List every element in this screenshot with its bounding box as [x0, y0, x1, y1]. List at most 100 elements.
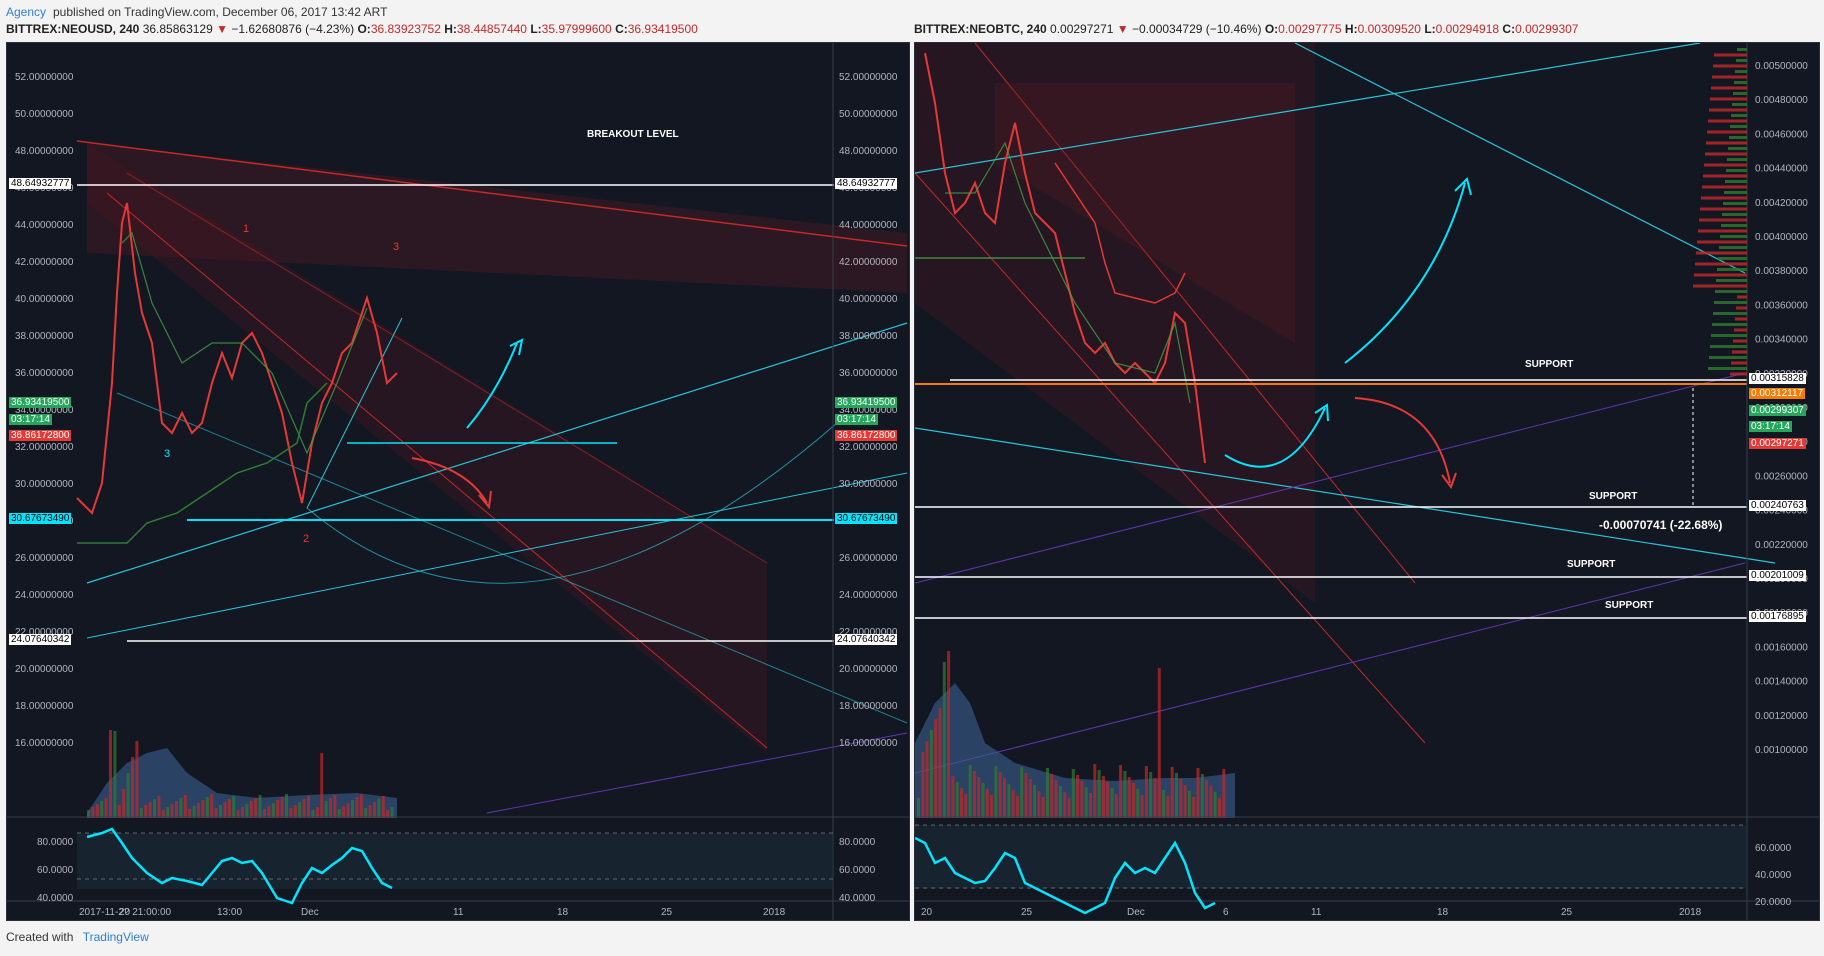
profile-bar [1709, 108, 1747, 112]
volume-bar [355, 797, 359, 818]
price-tick-right: 44.00000000 [839, 220, 898, 231]
hline-price-badge: 0.00240763 [1749, 500, 1806, 511]
volume-bar [285, 794, 288, 818]
measure-label: -0.00070741 (-22.68%) [1599, 518, 1723, 532]
volume-bar [100, 801, 104, 818]
profile-bar [1703, 174, 1747, 178]
volume-bar [192, 806, 196, 818]
profile-bar [1731, 114, 1747, 117]
price-badge: 03:17:14 [835, 414, 878, 425]
support-label-4: SUPPORT [1605, 600, 1654, 611]
lower-trend-line [915, 427, 1776, 564]
volume-bar [1097, 770, 1101, 818]
price-badge: 0.00299307 [1749, 405, 1806, 416]
descending-trend-line [1294, 43, 1746, 274]
volume-bar [994, 766, 998, 818]
price-tick: 0.00380000 [1755, 266, 1808, 277]
right-open: 0.00297775 [1278, 22, 1342, 36]
price-badge: 36.86172800 [835, 430, 898, 441]
volume-bar [113, 731, 117, 818]
right-chart-panel[interactable]: 0.00500000 0.00480000 0.00460000 0.00440000… [914, 42, 1820, 921]
breakout-level-label: BREAKOUT LEVEL [587, 129, 679, 140]
volume-bar [329, 798, 332, 818]
hline-price-badge: 24.07640342 [835, 634, 898, 645]
volume-bar [298, 802, 302, 818]
volume-bar [386, 810, 390, 818]
volume-bar [1106, 782, 1110, 818]
volume-bar [1058, 786, 1062, 818]
volume-area [87, 748, 397, 818]
support-label-2: SUPPORT [1589, 491, 1638, 502]
price-tick: 0.00440000 [1755, 164, 1808, 175]
profile-bar [1699, 218, 1747, 222]
volume-bar [320, 753, 324, 818]
volume-bar [917, 798, 920, 818]
time-label: 18 [557, 907, 569, 918]
volume-bar [1015, 796, 1019, 818]
price-tick-left: 24.00000000 [15, 590, 74, 601]
profile-bar [1714, 301, 1747, 304]
uptrend-line [86, 322, 908, 584]
rsi-tick: 40.0000 [1755, 870, 1792, 881]
left-chart-canvas[interactable]: 52.00000000 52.00000000 50.00000000 50.0000… [7, 43, 909, 920]
volume-bar [985, 789, 989, 818]
profile-bar [1700, 207, 1747, 211]
up-arrow [1344, 182, 1466, 364]
price-tick-right: 52.00000000 [839, 72, 898, 83]
volume-bar [947, 651, 951, 818]
price-tick: 0.00400000 [1755, 232, 1808, 243]
volume-bar [1024, 773, 1028, 818]
volume-bar [91, 807, 95, 818]
volume-bar [170, 804, 174, 818]
volume-bar [1011, 790, 1015, 818]
price-candles [924, 52, 1206, 464]
left-chart-panel[interactable]: 52.00000000 52.00000000 50.00000000 50.0000… [6, 42, 910, 921]
created-with-text: Created with [6, 930, 74, 944]
price-tick-left: 44.00000000 [15, 220, 74, 231]
volume-bar [263, 809, 266, 818]
profile-bar [1705, 152, 1747, 156]
rsi-tick: 60.0000 [1755, 843, 1792, 854]
left-symbol[interactable]: BITTREX:NEOUSD, 240 [6, 22, 140, 36]
volume-bar [968, 765, 972, 818]
volume-bar [153, 799, 156, 818]
arc-curve [306, 422, 838, 584]
profile-bar [1724, 191, 1747, 194]
price-tick-left: 32.00000000 [15, 442, 74, 453]
volume-bar [964, 794, 968, 818]
volume-bar [104, 798, 108, 818]
upper-trend-line [915, 43, 1701, 174]
volume-bar [929, 730, 933, 818]
price-tick-right: 38.00000000 [839, 331, 898, 342]
right-chart-canvas[interactable]: 0.00500000 0.00480000 0.00460000 0.00440000… [915, 43, 1819, 920]
volume-bar [938, 708, 942, 818]
time-label: 18 [1437, 907, 1449, 918]
volume-bar [232, 796, 236, 818]
volume-bar [1003, 778, 1006, 818]
author-link[interactable]: Agency [6, 5, 47, 19]
profile-bar [1708, 119, 1747, 123]
rsi-band [77, 833, 833, 889]
time-label: 2018 [763, 907, 786, 918]
volume-bar [1054, 780, 1058, 818]
volume-bar [315, 807, 319, 818]
volume-bar [1110, 788, 1114, 818]
volume-bar [1136, 789, 1140, 818]
volume-bar [942, 662, 946, 818]
profile-bar [1697, 240, 1747, 244]
hline-price-badge: 30.67673490 [9, 513, 72, 524]
price-tick-right: 42.00000000 [839, 257, 898, 268]
profile-bar [1732, 103, 1747, 106]
profile-bar [1735, 70, 1747, 73]
profile-bar [1712, 323, 1747, 326]
right-symbol-line: BITTREX:NEOBTC, 240 0.00297271 ▼ −0.0003… [914, 22, 1579, 36]
profile-bar [1701, 196, 1747, 200]
profile-bar [1737, 48, 1747, 51]
price-tick-right: 50.00000000 [839, 109, 898, 120]
volume-profile [1693, 48, 1747, 376]
right-symbol[interactable]: BITTREX:NEOBTC, 240 [914, 22, 1047, 36]
profile-bar [1733, 92, 1747, 95]
rsi-tick: 80.0000 [37, 837, 74, 848]
price-badge: 03:17:14 [1749, 421, 1792, 432]
tradingview-link[interactable]: TradingView [82, 930, 149, 944]
